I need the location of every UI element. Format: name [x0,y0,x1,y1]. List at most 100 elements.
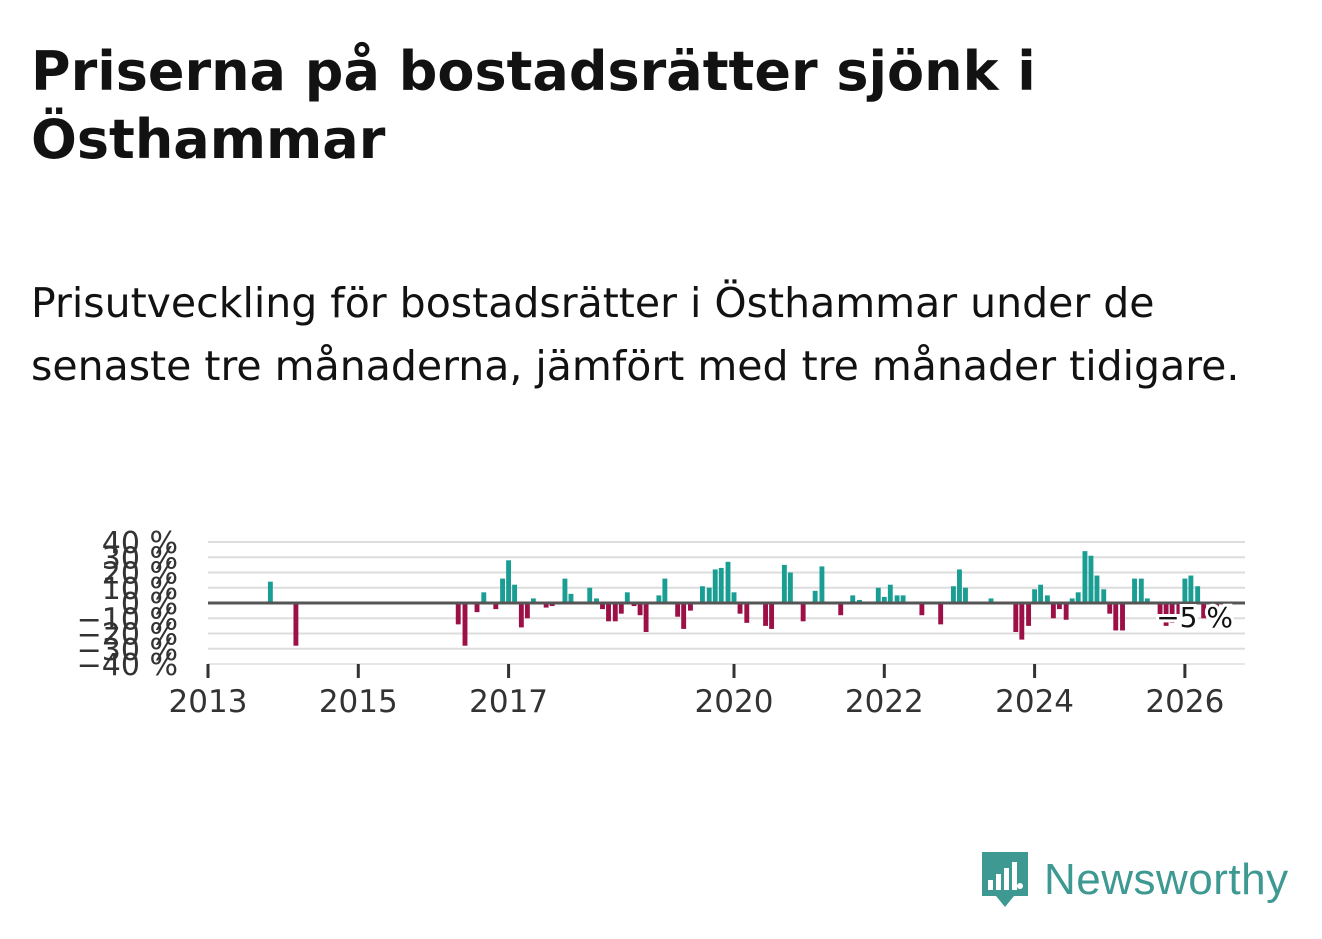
x-tick-label: 2020 [695,684,774,720]
bar [1056,603,1062,610]
bar [518,603,524,628]
bar [606,603,611,622]
bar [1182,578,1188,603]
bar [1019,603,1025,640]
bar [963,587,968,603]
bar [838,603,844,616]
x-tick-label: 2024 [995,684,1074,720]
bar [900,595,906,603]
bar [957,569,962,603]
y-tick-label: 0 % [121,587,178,622]
bar [687,603,693,611]
bar [681,603,687,629]
bar [675,603,681,617]
bar [631,603,637,607]
bar [938,603,944,625]
bar [1138,578,1144,603]
brand-name: Newsworthy [1044,855,1289,904]
bar [1026,603,1032,626]
bar [887,584,893,603]
newsworthy-logo-icon [982,852,1028,907]
bar [712,569,718,603]
bar [744,603,750,623]
bar [1032,589,1038,603]
bar [481,592,487,603]
x-tick-label: 2026 [1145,684,1224,720]
bar [1144,598,1150,603]
bar [594,598,599,603]
bar [600,603,605,610]
bar [643,603,649,632]
y-tick-label: 20 % [102,557,178,592]
bar [769,603,775,629]
bar [718,567,724,603]
bar [700,586,705,603]
bar [787,572,793,603]
x-tick-label: 2022 [845,684,924,720]
bar [1063,603,1069,620]
bar [1120,603,1125,631]
bar [1157,603,1163,616]
bar [819,566,825,603]
x-tick-label: 2017 [469,684,548,720]
y-tick-label: 10 % [102,572,178,607]
chart-subtitle: Prisutveckling för bostadsrätter i Östha… [31,279,1240,390]
bar [1069,598,1075,603]
bar [1038,584,1044,603]
bar [781,564,787,603]
bar [1163,603,1169,626]
bar [568,593,574,603]
bar [612,603,618,622]
bar-chart: 40 %30 %20 %10 %0 %−10 %−20 %−30 %−40 %2… [77,526,1245,720]
bar [850,595,856,603]
bar [1113,603,1119,631]
bar [1075,592,1081,603]
x-tick-label: 2013 [169,684,248,720]
bar [455,603,461,625]
bar [894,595,900,603]
bar [1013,603,1019,632]
bar [462,603,468,646]
bar [1050,603,1056,619]
bar [988,598,994,603]
bar [1188,575,1194,603]
bar [1201,603,1207,619]
y-tick-label: −10 % [77,602,178,637]
bar [493,603,499,610]
bar [512,584,518,603]
bar [1082,551,1088,603]
bar [267,581,273,603]
bar [1107,603,1113,614]
y-tick-label: −30 % [77,633,178,668]
bar [500,578,506,603]
bar [637,603,643,616]
bar [1176,603,1182,616]
bar [800,603,806,622]
bar [737,603,743,614]
bar [1169,603,1175,623]
bar [812,590,818,603]
bar [506,560,512,603]
bar [881,596,887,603]
bar [1195,586,1201,603]
y-tick-label: −40 % [77,648,178,683]
bar [530,598,536,603]
bar [624,592,630,603]
bar [950,586,956,603]
bar [587,587,593,603]
bar [1088,555,1094,603]
bar [919,603,925,616]
bar [875,587,881,603]
y-tick-label: 40 % [102,526,178,561]
y-tick-label: −20 % [77,618,178,653]
bar [1044,595,1050,603]
bar [706,587,712,603]
bar [1101,589,1107,603]
bar [549,603,555,607]
bar [763,603,769,626]
bar [474,603,480,613]
bar [1132,578,1137,603]
x-tick-label: 2015 [319,684,398,720]
bar [618,603,624,614]
last-value-label: −5 % [1156,601,1233,634]
